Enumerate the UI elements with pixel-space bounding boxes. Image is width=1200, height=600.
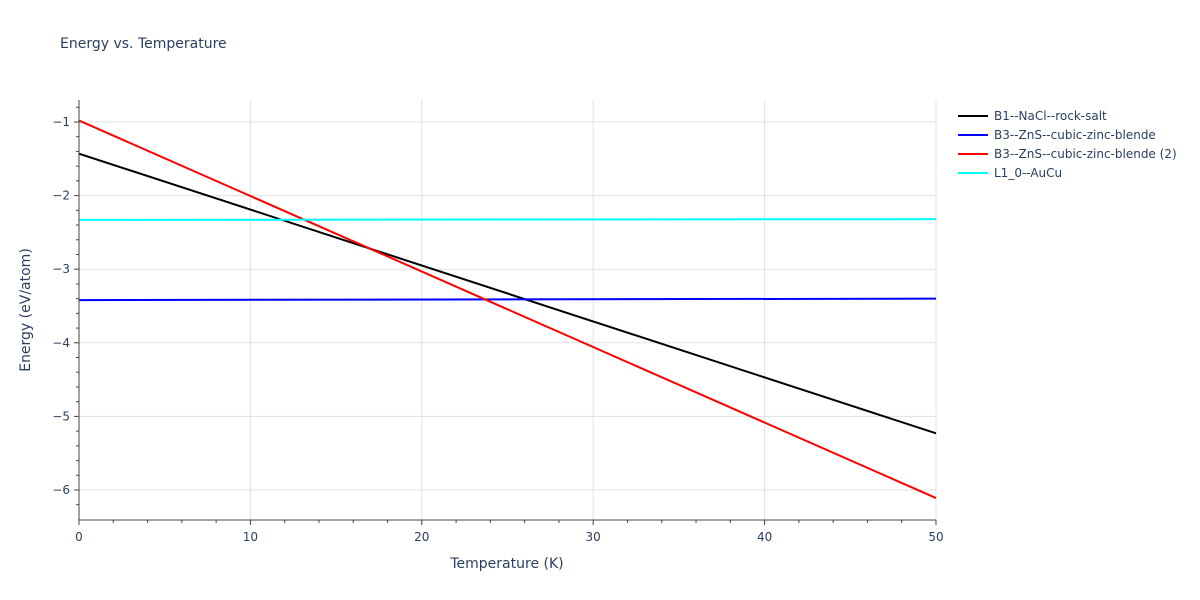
legend-line-icon	[958, 171, 988, 174]
legend-line-icon	[958, 152, 988, 155]
chart-title: Energy vs. Temperature	[60, 36, 227, 52]
legend-label: B3--ZnS--cubic-zinc-blende	[994, 127, 1156, 142]
x-tick-label: 40	[757, 530, 772, 544]
legend-label: L1_0--AuCu	[994, 165, 1063, 180]
x-tick-label: 30	[586, 530, 601, 544]
x-tick-label: 20	[414, 530, 429, 544]
legend-label: B3--ZnS--cubic-zinc-blende (2)	[994, 146, 1177, 161]
x-axis-label: Temperature (K)	[449, 556, 563, 572]
gridlines	[79, 100, 937, 520]
series-line	[78, 297, 937, 302]
y-axis-label: Energy (eV/atom)	[18, 248, 34, 372]
y-tick-label: −1	[52, 115, 70, 129]
legend-item[interactable]: B3--ZnS--cubic-zinc-blende	[958, 125, 1177, 144]
y-tick-label: −2	[52, 189, 70, 203]
axes: 0 10 20 30 40 50 −1 −2 −3 −4 −5 −6	[52, 100, 944, 544]
legend-line-icon	[958, 133, 988, 136]
legend-item[interactable]: B1--NaCl--rock-salt	[958, 106, 1177, 125]
y-tick-label: −6	[52, 483, 70, 497]
legend-label: B1--NaCl--rock-salt	[994, 108, 1107, 123]
legend-line-icon	[958, 114, 988, 117]
series-line	[78, 218, 937, 221]
legend-item[interactable]: B3--ZnS--cubic-zinc-blende (2)	[958, 144, 1177, 163]
series-line	[78, 119, 937, 500]
x-tick-label: 10	[243, 530, 258, 544]
y-tick-label: −5	[52, 409, 70, 423]
y-tick-label: −4	[52, 336, 70, 350]
data-series	[78, 119, 937, 500]
legend: B1--NaCl--rock-salt B3--ZnS--cubic-zinc-…	[958, 106, 1177, 182]
x-tick-label: 50	[928, 530, 943, 544]
series-line	[78, 152, 937, 435]
x-tick-label: 0	[75, 530, 83, 544]
legend-item[interactable]: L1_0--AuCu	[958, 163, 1177, 182]
y-tick-label: −3	[52, 262, 70, 276]
